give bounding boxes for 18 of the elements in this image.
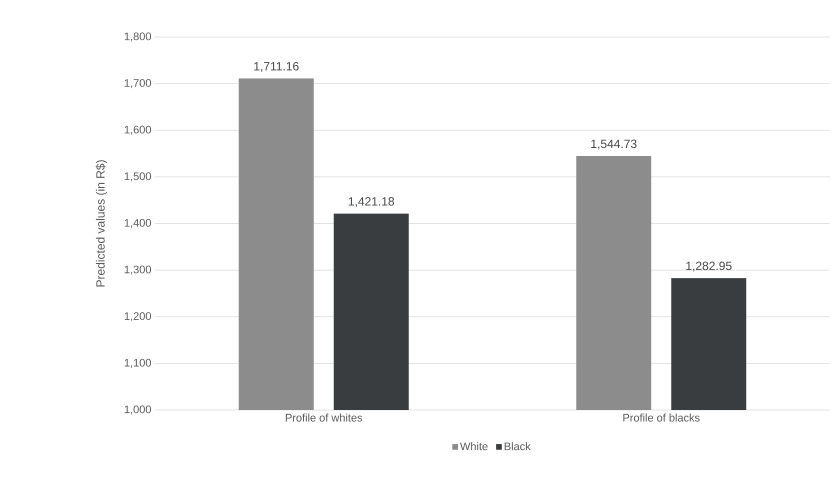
legend-label: Black — [504, 442, 531, 450]
y-tick-label: 1,200 — [124, 312, 152, 322]
y-tick-label: 1,300 — [124, 266, 152, 275]
x-tick-label: Profile of blacks — [623, 414, 700, 422]
y-axis-title: Predicted values (in R$) — [96, 160, 108, 287]
y-tick-label: 1,600 — [124, 126, 152, 135]
data-label: 1,544.73 — [591, 140, 637, 150]
data-label: 1,282.95 — [686, 262, 732, 272]
y-tick-label: 1,400 — [124, 218, 152, 228]
y-tick-label: 1,000 — [124, 405, 152, 415]
y-tick-label: 1,800 — [124, 32, 152, 42]
y-tick-label: 1,700 — [124, 79, 152, 88]
y-tick-label: 1,100 — [124, 358, 152, 368]
x-tick-label: Profile of whites — [286, 414, 362, 422]
data-label: 1,711.16 — [254, 62, 299, 72]
y-tick-label: 1,500 — [124, 172, 152, 182]
legend-label: White — [460, 442, 488, 450]
data-label: 1,421.18 — [348, 197, 394, 208]
